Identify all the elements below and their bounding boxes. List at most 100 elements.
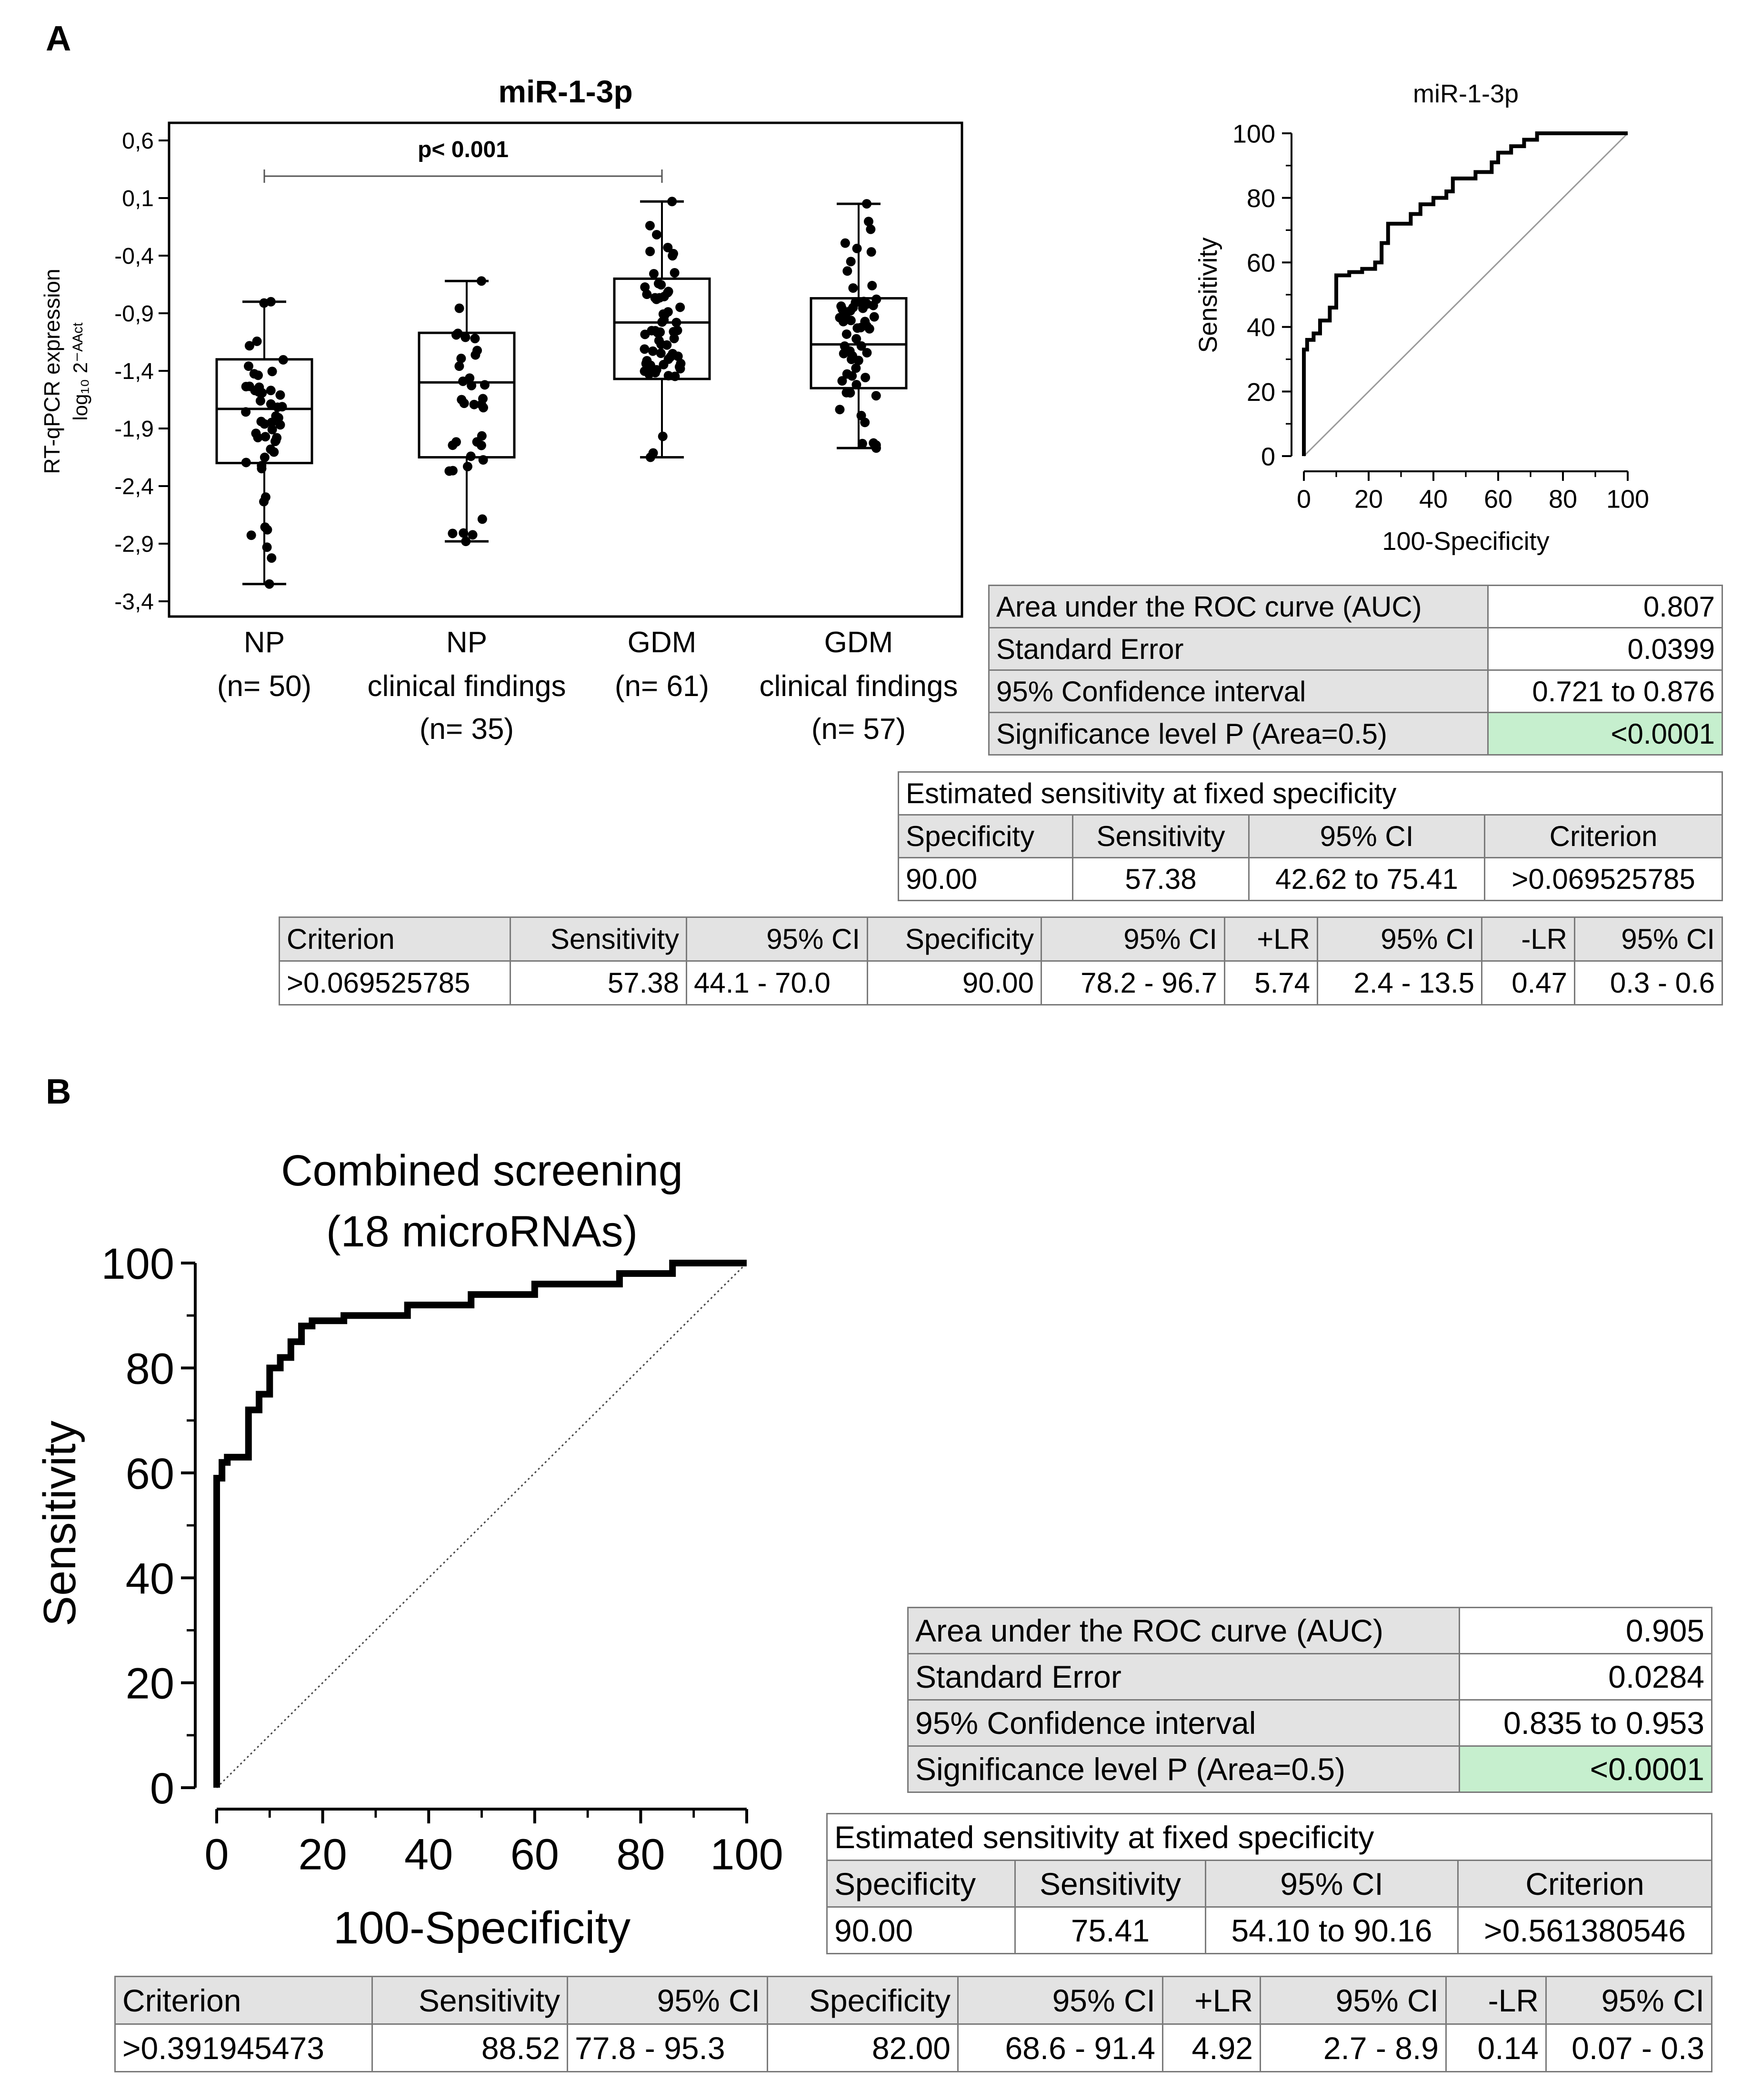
group-label-sub: clinical findings [760,670,958,703]
data-point [255,396,265,406]
data-point [476,276,486,286]
data-point [257,464,267,474]
auc-value: 0.807 [1487,585,1723,628]
data-point [277,402,287,412]
fixed-header: Specificity [826,1860,1016,1908]
fixed-cell: >0.561380546 [1457,1906,1713,1954]
x-tick-label: 100 [1606,485,1649,514]
criterion-header: 95% CI [1545,1976,1712,2025]
data-point [856,341,866,351]
data-point [254,387,264,397]
group-label: NP [446,626,487,659]
data-point [454,303,464,313]
fixed-header: Sensitivity [1072,814,1250,858]
y-tick-label: 0 [150,1764,174,1813]
data-point [272,433,282,443]
significance-annotation: p< 0.001 [418,137,509,162]
fixed-spec-title: Estimated sensitivity at fixed specifici… [898,771,1723,816]
criterion-cell: 2.4 - 13.5 [1317,960,1482,1005]
data-point [862,348,872,358]
criterion-table-a: Criterion Sensitivity 95% CI Specificity… [279,916,1723,1005]
y-tick-label: 100 [1232,119,1275,148]
data-point [861,372,871,382]
data-point [671,318,681,328]
data-point [267,425,277,435]
data-point [480,380,490,390]
data-point [453,328,463,338]
criterion-header: +LR [1162,1976,1261,2025]
fixed-cell: 42.62 to 75.41 [1248,857,1485,901]
data-point [662,340,672,350]
data-point [842,369,852,379]
group-label: GDM [824,626,893,659]
fixed-header: 95% CI [1248,814,1485,858]
data-point [478,455,488,465]
data-point [651,229,661,239]
x-tick-label: 0 [204,1831,229,1879]
p-value: <0.0001 [1459,1745,1712,1793]
criterion-header: Sensitivity [371,1976,568,2025]
data-point [640,344,650,354]
data-point [657,317,667,327]
criterion-cell: 0.47 [1481,960,1575,1005]
data-point [845,346,855,356]
y-tick-label: -2,9 [114,532,154,557]
y-axis-label: Sensitivity [1194,237,1222,353]
data-point [642,289,652,299]
y-tick-label: 40 [1247,313,1275,342]
fixed-cell: 75.41 [1014,1906,1206,1954]
data-point [654,336,664,346]
data-point [645,247,655,257]
criterion-cell: 78.2 - 96.7 [1041,960,1225,1005]
data-point [259,298,269,308]
x-tick-label: 100 [710,1831,783,1879]
data-point [444,466,454,476]
group-n: (n= 61) [615,670,709,703]
criterion-header: -LR [1481,916,1575,962]
data-point [869,312,879,322]
data-point [871,391,881,401]
ci-label: 95% Confidence interval [988,669,1489,713]
data-point [243,361,253,371]
auc-label: Area under the ROC curve (AUC) [988,585,1489,628]
data-point [448,528,458,538]
data-point [673,351,683,361]
fixed-spec-title: Estimated sensitivity at fixed specifici… [826,1813,1713,1861]
fixed-header: Criterion [1457,1860,1713,1908]
y-tick-label: 60 [126,1450,174,1498]
panel-b-label: B [46,1072,71,1111]
x-tick-label: 0 [1297,485,1311,514]
data-point [264,579,274,589]
data-point [675,302,685,312]
data-point [266,386,276,396]
data-point [651,365,661,375]
criterion-header: 95% CI [686,916,868,962]
y-axis-label: RT-qPCR expression [40,269,64,474]
group-n: (n= 57) [811,713,906,746]
criterion-header: 95% CI [957,1976,1163,2025]
data-point [260,432,270,442]
data-point [241,407,251,417]
data-point [461,537,471,547]
y-tick-label: -0,9 [114,301,154,327]
data-point [459,398,469,408]
criterion-header: Specificity [867,916,1042,962]
x-tick-label: 40 [404,1831,453,1879]
data-point [663,242,673,252]
y-axis-label-unit: log₁₀ 2⁻ᴬᴬᶜᵗ [69,322,91,420]
data-point [244,341,254,351]
data-point [871,294,881,304]
x-tick-label: 60 [1484,485,1512,514]
data-point [267,367,277,377]
group-label: GDM [628,626,697,659]
fixed-cell: 90.00 [898,857,1073,901]
x-tick-label: 20 [1354,485,1383,514]
data-point [249,369,259,379]
data-point [467,380,477,390]
auc-table-a: Area under the ROC curve (AUC) 0.807 Stan… [988,585,1723,756]
data-point [837,376,847,386]
box-group: GDM (n= 61) [613,197,711,703]
y-axis-label: Sensitivity [34,1421,85,1626]
data-point [468,530,478,540]
data-point [851,298,861,308]
